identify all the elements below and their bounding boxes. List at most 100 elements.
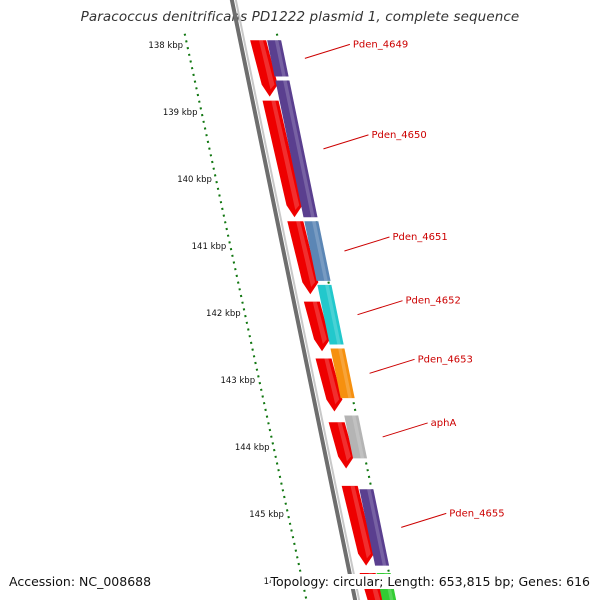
ruler-minor-tick xyxy=(185,40,188,43)
ruler-minor-tick xyxy=(222,214,226,217)
outer-minor-tick xyxy=(365,462,368,465)
gene-label-pointer xyxy=(344,236,390,252)
ruler-minor-tick xyxy=(247,328,250,331)
ruler-minor-tick xyxy=(260,388,263,392)
ruler-minor-tick xyxy=(212,167,215,170)
forward-cds-arrow[interactable] xyxy=(315,358,343,412)
gene-bar-highlight xyxy=(274,40,286,77)
ruler-minor-tick xyxy=(186,46,190,50)
ruler-minor-tick xyxy=(265,415,269,418)
forward-cds-arrow-highlight xyxy=(337,422,351,462)
ruler-minor-tick xyxy=(221,207,224,211)
ruler-minor-tick xyxy=(198,100,201,103)
ruler-minor-tick xyxy=(303,589,306,593)
forward-cds-arrow[interactable] xyxy=(287,221,319,295)
ruler-label: 142 kbp xyxy=(206,309,241,319)
forward-cds-arrow-shape xyxy=(328,422,355,469)
ruler-minor-tick xyxy=(229,247,233,251)
gene-labels: Pden_4649 Pden_4650 Pden_4651 Pden_4652 Pden… xyxy=(304,39,505,528)
forward-cds-arrow[interactable] xyxy=(328,422,355,469)
ruler-minor-tick xyxy=(183,33,187,36)
gene-label-pointer xyxy=(304,43,351,59)
gene-label[interactable]: Pden_4655 xyxy=(449,508,504,519)
gene-bar[interactable] xyxy=(344,415,368,459)
ruler-minor-tick xyxy=(264,408,267,412)
gene-bar[interactable] xyxy=(359,489,390,566)
ruler-minor-tick xyxy=(205,133,208,137)
forward-cds-arrow-highlight xyxy=(324,358,340,405)
ruler-minor-tick xyxy=(213,174,217,177)
ruler-minor-tick xyxy=(242,308,246,311)
forward-cds-arrow-highlight xyxy=(271,100,300,210)
ruler-minor-tick xyxy=(225,227,228,231)
ruler-label: 145 kbp xyxy=(249,510,284,520)
ruler-minor-tick xyxy=(218,194,221,197)
ruler-minor-tick xyxy=(288,522,292,526)
ruler-minor-tick xyxy=(271,442,275,445)
ruler-minor-tick xyxy=(267,422,270,425)
ruler-minor-tick xyxy=(257,375,260,378)
gene-label[interactable]: Pden_4651 xyxy=(392,232,447,243)
gene-label[interactable]: Pden_4649 xyxy=(353,39,408,50)
ruler-minor-tick xyxy=(215,180,218,184)
forward-cds-arrow[interactable] xyxy=(262,100,303,218)
accession-text: Accession: NC_008688 xyxy=(9,574,152,589)
ruler-minor-tick xyxy=(192,73,195,77)
ruler-label: 139 kbp xyxy=(163,108,198,118)
ruler-minor-tick xyxy=(187,53,191,57)
ruler-minor-tick xyxy=(304,596,308,599)
ruler-minor-tick xyxy=(274,455,277,459)
ruler-minor-tick xyxy=(294,549,298,552)
ruler-minor-tick xyxy=(248,334,251,338)
ruler-minor-tick xyxy=(193,80,197,83)
gene-bar-shape xyxy=(317,284,344,345)
ruler-minor-tick xyxy=(275,462,279,465)
ruler-minor-tick xyxy=(189,60,192,63)
ruler-minor-tick xyxy=(228,241,231,244)
gene-bar-shape xyxy=(304,221,331,281)
gene-bar[interactable] xyxy=(330,348,355,399)
forward-cds-arrow[interactable] xyxy=(250,40,278,97)
ruler-minor-tick xyxy=(195,87,198,90)
ruler-minor-tick xyxy=(278,475,282,479)
gene-bar-shape xyxy=(344,415,368,459)
ruler-minor-tick xyxy=(236,281,240,284)
ruler-minor-tick xyxy=(226,234,230,237)
gene-bar[interactable] xyxy=(267,40,289,77)
forward-cds-arrow[interactable] xyxy=(341,485,375,566)
gene-bar-highlight xyxy=(338,348,352,399)
gene-bar-highlight xyxy=(325,284,341,345)
ruler-minor-tick xyxy=(254,361,257,365)
ruler-minor-tick xyxy=(203,127,207,130)
gene-bar[interactable] xyxy=(275,80,318,218)
forward-cds-arrow-highlight xyxy=(258,40,275,90)
gene-track xyxy=(267,40,397,600)
ruler-minor-tick xyxy=(287,515,290,519)
gene-label[interactable]: Pden_4653 xyxy=(418,354,473,365)
ruler-minor-tick xyxy=(285,509,289,512)
gene-label[interactable]: Pden_4652 xyxy=(406,296,461,307)
ruler-minor-tick xyxy=(196,93,200,97)
ruler-minor-tick xyxy=(277,468,280,472)
ruler-minor-tick xyxy=(234,267,237,271)
ruler-minor-tick xyxy=(209,154,213,157)
gene-label[interactable]: aphA xyxy=(431,418,457,429)
outer-minor-tick xyxy=(352,401,355,405)
map-title: Paracoccus denitrificans PD1222 plasmid … xyxy=(80,9,520,25)
gene-label[interactable]: Pden_4650 xyxy=(371,130,426,141)
forward-cds-arrow[interactable] xyxy=(303,301,331,352)
ruler-minor-tick xyxy=(232,261,236,264)
ruler-minor-tick xyxy=(208,147,211,150)
forward-cds-arrow-shape xyxy=(287,221,319,295)
gene-bar-highlight xyxy=(312,221,328,281)
forward-cds-arrow-highlight xyxy=(296,221,316,288)
ruler-minor-tick xyxy=(235,274,239,278)
gene-label-pointer xyxy=(369,358,415,374)
ruler-minor-tick xyxy=(268,428,272,432)
ruler-minor-tick xyxy=(270,435,273,438)
gene-bar[interactable] xyxy=(317,284,344,345)
gene-bar[interactable] xyxy=(304,221,331,281)
ruler-minor-tick xyxy=(206,140,210,144)
ruler-minor-tick xyxy=(293,542,296,546)
